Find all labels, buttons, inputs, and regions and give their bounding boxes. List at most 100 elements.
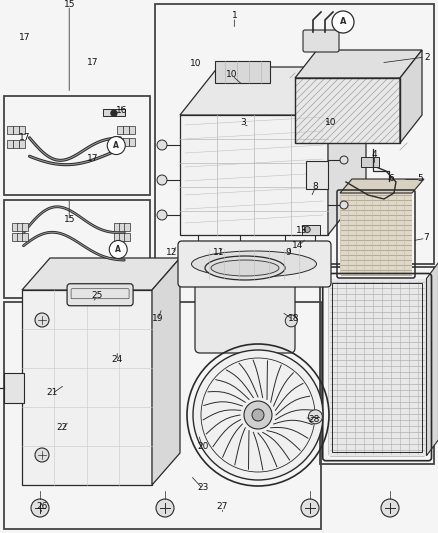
Ellipse shape <box>191 251 317 277</box>
Bar <box>18 126 25 134</box>
Bar <box>21 223 28 231</box>
Circle shape <box>301 499 319 517</box>
Bar <box>361 157 379 167</box>
Text: 14: 14 <box>292 241 304 249</box>
Circle shape <box>304 227 310 232</box>
Bar <box>123 126 129 134</box>
FancyBboxPatch shape <box>303 30 339 52</box>
Bar <box>129 126 135 134</box>
Bar <box>11 233 18 241</box>
Circle shape <box>308 410 322 424</box>
Circle shape <box>252 409 264 421</box>
Bar <box>17 233 22 241</box>
Text: 10: 10 <box>226 70 238 79</box>
Ellipse shape <box>211 260 279 276</box>
FancyBboxPatch shape <box>178 241 331 287</box>
Bar <box>215 61 270 83</box>
Circle shape <box>156 499 174 517</box>
Polygon shape <box>152 258 180 485</box>
Text: 16: 16 <box>116 107 127 115</box>
Text: A: A <box>115 245 121 254</box>
Text: 2: 2 <box>424 53 430 61</box>
Text: 27: 27 <box>217 502 228 511</box>
Bar <box>21 233 28 241</box>
Bar <box>4 200 150 298</box>
Text: 4: 4 <box>372 150 377 159</box>
Circle shape <box>340 201 348 209</box>
Text: 9: 9 <box>285 248 291 256</box>
Bar <box>13 140 18 148</box>
Bar <box>4 373 24 403</box>
Circle shape <box>332 11 354 33</box>
Text: 23: 23 <box>197 483 208 492</box>
Bar <box>22 290 152 485</box>
Text: 17: 17 <box>87 154 99 163</box>
Text: 6: 6 <box>388 174 394 183</box>
Text: 11: 11 <box>213 248 225 256</box>
Text: 22: 22 <box>57 423 68 432</box>
FancyBboxPatch shape <box>67 284 133 306</box>
Bar <box>114 233 120 241</box>
Bar <box>119 223 125 231</box>
Text: 20: 20 <box>197 442 208 450</box>
Text: 1: 1 <box>231 12 237 20</box>
Circle shape <box>193 246 203 256</box>
Circle shape <box>31 499 49 517</box>
Circle shape <box>107 136 125 155</box>
Bar <box>129 138 135 146</box>
Bar <box>332 282 423 451</box>
Text: 15: 15 <box>64 215 75 224</box>
Polygon shape <box>328 67 366 235</box>
Bar <box>117 138 123 146</box>
Bar <box>302 224 320 235</box>
Polygon shape <box>180 67 366 115</box>
Ellipse shape <box>205 256 285 280</box>
Circle shape <box>111 110 117 116</box>
Bar <box>11 223 18 231</box>
Text: 8: 8 <box>312 182 318 191</box>
Circle shape <box>244 401 272 429</box>
Bar <box>4 302 321 529</box>
Bar <box>4 96 150 195</box>
Text: 25: 25 <box>92 292 103 300</box>
Text: 21: 21 <box>46 389 57 397</box>
Polygon shape <box>295 50 422 78</box>
Polygon shape <box>400 50 422 143</box>
Text: 17: 17 <box>19 133 31 142</box>
Bar <box>123 138 129 146</box>
Circle shape <box>35 448 49 462</box>
Text: 17: 17 <box>87 59 99 67</box>
Bar <box>180 115 328 235</box>
Circle shape <box>235 246 245 256</box>
Bar <box>124 223 130 231</box>
Bar <box>7 126 13 134</box>
Bar <box>114 223 120 231</box>
Bar <box>295 78 400 143</box>
Bar <box>295 78 400 143</box>
Bar <box>340 193 412 275</box>
Text: 10: 10 <box>325 118 336 127</box>
Circle shape <box>109 240 127 259</box>
Text: A: A <box>340 18 346 27</box>
Bar <box>306 161 328 189</box>
Text: 24: 24 <box>111 356 123 364</box>
Text: 12: 12 <box>166 248 178 256</box>
Text: 15: 15 <box>64 0 75 9</box>
Bar <box>117 126 123 134</box>
Circle shape <box>157 210 167 220</box>
Polygon shape <box>22 258 180 290</box>
FancyBboxPatch shape <box>195 273 295 353</box>
Bar <box>328 279 427 456</box>
Bar <box>7 140 13 148</box>
Circle shape <box>193 350 323 480</box>
Circle shape <box>285 315 297 327</box>
Bar <box>17 223 22 231</box>
Text: A: A <box>113 141 119 150</box>
Bar <box>155 4 434 264</box>
Bar <box>13 126 18 134</box>
Circle shape <box>310 246 320 256</box>
Text: 13: 13 <box>296 227 307 235</box>
Circle shape <box>381 499 399 517</box>
Circle shape <box>157 175 167 185</box>
Text: 3: 3 <box>240 118 246 127</box>
